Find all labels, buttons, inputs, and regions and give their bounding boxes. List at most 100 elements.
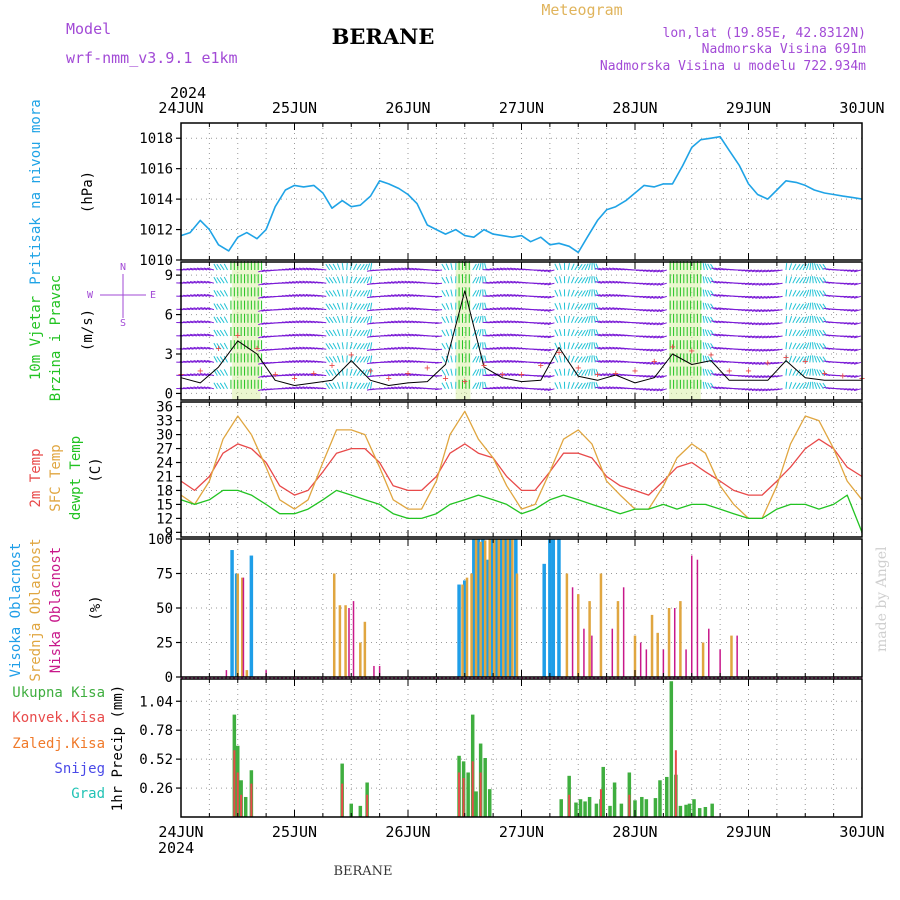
wind-arrow xyxy=(486,334,494,337)
wind-arrow xyxy=(445,329,450,337)
wind-arrow xyxy=(812,342,814,350)
precip-bar xyxy=(462,778,465,817)
wind-arrow xyxy=(799,356,804,363)
wind-arrow xyxy=(489,387,497,390)
wind-arrow xyxy=(748,375,756,378)
wind-arrow xyxy=(755,348,763,352)
wind-arrow xyxy=(788,368,793,376)
year-top: 2024 xyxy=(170,84,206,102)
wind-arrow xyxy=(370,342,373,350)
wind-arrow xyxy=(707,276,712,284)
precip-bar xyxy=(559,799,563,817)
wind-arrow xyxy=(785,315,788,323)
precip-bar xyxy=(697,808,702,817)
wind-arrow xyxy=(203,359,211,363)
wind-arrow xyxy=(809,262,812,271)
wind-arrow xyxy=(186,294,194,297)
wind-arrow xyxy=(595,294,603,297)
wind-arrow xyxy=(383,268,392,271)
wind-arrow xyxy=(219,277,225,284)
wind-arrow xyxy=(809,342,812,350)
wind-arrow xyxy=(584,316,589,324)
wind-arrow xyxy=(792,289,797,297)
cloud-bar xyxy=(542,563,546,677)
x-tick-label-bottom: 25JUN xyxy=(272,823,317,841)
wind-arrow xyxy=(659,388,667,392)
wind-arrow xyxy=(711,333,719,337)
wind-arrow xyxy=(496,320,504,324)
wind-arrow xyxy=(305,359,313,363)
wind-arrow xyxy=(223,316,228,324)
wind-arrow xyxy=(441,356,446,363)
wind-arrow xyxy=(281,334,289,337)
cloud-bar xyxy=(352,601,355,677)
wind-arrow xyxy=(762,269,770,273)
wind-arrow xyxy=(356,290,362,297)
wind-arrow xyxy=(302,346,310,350)
wind-arrow xyxy=(748,361,756,365)
wind-arrow xyxy=(328,369,334,376)
wind-arrow xyxy=(203,333,211,337)
temp-axis-label-sfc: SFC Temp xyxy=(48,444,64,511)
wind-arrow xyxy=(370,289,373,297)
wind-arrow xyxy=(366,263,371,271)
wind-arrow xyxy=(812,381,814,389)
wind-arrow xyxy=(223,355,228,363)
wind-arrow xyxy=(584,303,589,310)
wind-arrow xyxy=(646,335,654,339)
wind-arrow xyxy=(479,368,482,376)
wind-arrow xyxy=(325,329,331,337)
wind-arrow xyxy=(642,269,650,272)
wind-arrow xyxy=(363,356,368,363)
wind-arrow xyxy=(510,346,518,350)
wind-arrow xyxy=(570,329,575,337)
wind-arrow xyxy=(258,361,266,365)
wind-arrow xyxy=(584,263,589,271)
wind-arrow xyxy=(785,328,788,337)
wind-arrow xyxy=(319,374,327,377)
wind-arrow xyxy=(758,361,766,365)
temp-unit: (C) xyxy=(88,457,104,482)
cloud-bar xyxy=(465,577,469,677)
wind-arrow xyxy=(816,316,821,324)
wind-arrow xyxy=(642,282,650,285)
wind-arrow xyxy=(223,369,228,376)
wind-arrow xyxy=(595,307,603,311)
wind-arrow xyxy=(387,268,395,271)
wind-arrow xyxy=(363,276,368,284)
wind-arrow xyxy=(435,375,443,377)
wind-arrow xyxy=(809,276,812,284)
x-tick-label-bottom: 27JUN xyxy=(499,823,544,841)
wind-arrow xyxy=(714,267,722,271)
wind-arrow xyxy=(346,276,348,284)
wind-arrow xyxy=(513,360,521,363)
wind-arrow xyxy=(200,346,208,350)
wind-arrow xyxy=(853,269,861,273)
wind-arrow xyxy=(702,262,705,271)
wind-arrow xyxy=(292,360,300,363)
wind-arrow xyxy=(741,348,749,351)
wind-arrow xyxy=(762,348,770,352)
wind-arrow xyxy=(788,289,793,297)
wind-arrow xyxy=(513,280,521,284)
precip-y-tick-label: 1.04 xyxy=(139,694,173,710)
wind-arrow xyxy=(659,295,667,299)
footer-station: BERANE xyxy=(333,864,392,879)
wind-arrow xyxy=(544,295,552,299)
wind-arrow xyxy=(332,303,337,310)
wind-arrow xyxy=(850,269,858,273)
wind-arrow xyxy=(328,263,334,271)
precip-bar xyxy=(710,803,714,817)
wind-arrow xyxy=(805,263,810,271)
wind-arrow xyxy=(840,295,848,298)
x-axis-top: 24JUN 25JUN 26JUN 27JUN 28JUN 29JUN 30JUN xyxy=(158,99,884,117)
wind-arrow xyxy=(570,355,575,363)
wind-arrow xyxy=(193,320,201,324)
wind-arrow xyxy=(819,382,824,390)
wind-arrow xyxy=(366,382,371,389)
wind-arrow xyxy=(840,388,848,390)
wind-arrow xyxy=(574,290,579,297)
wind-arrow xyxy=(285,347,293,350)
wind-arrow xyxy=(850,361,858,365)
wind-arrow xyxy=(302,386,310,390)
